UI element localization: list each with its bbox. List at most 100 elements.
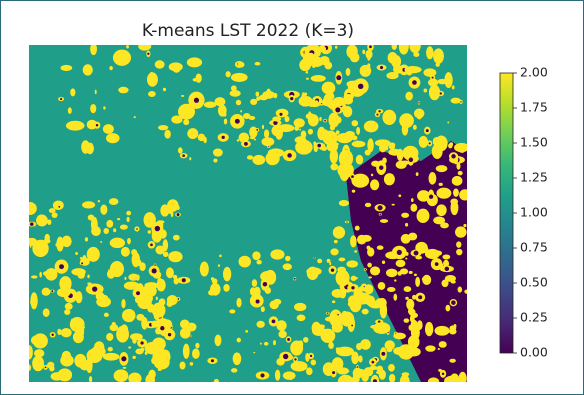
cluster-patch bbox=[319, 117, 321, 121]
cluster-patch bbox=[449, 359, 455, 363]
cluster-patch bbox=[89, 376, 92, 383]
cluster-patch bbox=[264, 129, 269, 138]
cluster-patch bbox=[272, 116, 281, 121]
cluster-patch bbox=[454, 143, 469, 152]
cluster-patch bbox=[437, 79, 447, 85]
cluster-patch bbox=[141, 348, 145, 352]
cluster-patch bbox=[301, 93, 307, 107]
cluster-patch bbox=[458, 287, 463, 293]
cluster-patch bbox=[233, 352, 242, 365]
cluster-patch bbox=[230, 90, 241, 97]
cluster-patch bbox=[117, 218, 120, 220]
cluster-patch bbox=[376, 114, 378, 116]
cluster-patch bbox=[378, 282, 386, 290]
cluster-patch bbox=[26, 345, 33, 359]
cluster-patch bbox=[343, 94, 353, 100]
cluster-patch bbox=[382, 110, 396, 125]
cluster-patch bbox=[256, 300, 260, 304]
cluster-patch bbox=[23, 202, 37, 215]
cluster-patch bbox=[90, 43, 97, 55]
colorbar bbox=[500, 73, 513, 353]
cluster-patch bbox=[169, 206, 174, 211]
cluster-patch bbox=[262, 125, 264, 129]
cluster-patch bbox=[397, 149, 404, 161]
cluster-patch bbox=[426, 46, 433, 59]
cluster-patch bbox=[34, 349, 44, 357]
cluster-patch bbox=[299, 129, 301, 131]
cluster-patch bbox=[100, 204, 107, 214]
cluster-patch bbox=[27, 238, 37, 246]
cluster-patch bbox=[136, 314, 144, 321]
cluster-patch bbox=[59, 264, 64, 269]
cluster-patch bbox=[362, 50, 365, 55]
cluster-patch bbox=[399, 39, 409, 55]
cluster-patch bbox=[359, 286, 366, 291]
cluster-patch bbox=[429, 195, 433, 199]
cluster-patch bbox=[179, 361, 185, 369]
cluster-patch bbox=[168, 324, 172, 328]
cluster-patch bbox=[449, 142, 453, 146]
cluster-patch bbox=[113, 228, 116, 232]
cluster-patch bbox=[417, 320, 423, 330]
cluster-patch bbox=[244, 142, 248, 146]
cluster-patch bbox=[438, 348, 440, 350]
cluster-patch bbox=[152, 268, 157, 273]
cluster-patch bbox=[183, 323, 190, 332]
cluster-patch bbox=[330, 248, 338, 255]
cluster-patch bbox=[346, 221, 347, 222]
cluster-patch bbox=[336, 75, 341, 80]
cluster-patch bbox=[328, 113, 339, 128]
cluster-patch bbox=[358, 355, 362, 362]
cluster-patch bbox=[239, 256, 251, 268]
cluster-patch bbox=[423, 88, 427, 92]
cluster-patch bbox=[151, 357, 157, 364]
cluster-patch bbox=[401, 234, 411, 244]
cluster-patch bbox=[60, 98, 62, 100]
cluster-patch bbox=[158, 125, 168, 130]
cluster-patch bbox=[346, 260, 357, 267]
cluster-patch bbox=[183, 119, 189, 125]
cluster-patch bbox=[192, 348, 200, 358]
cluster-patch bbox=[47, 362, 54, 369]
cluster-patch bbox=[178, 147, 183, 153]
cluster-patch bbox=[333, 97, 346, 106]
cluster-patch bbox=[163, 88, 166, 91]
cluster-patch bbox=[435, 326, 450, 336]
cluster-patch bbox=[254, 139, 256, 141]
cluster-patch bbox=[423, 68, 436, 77]
cluster-patch bbox=[387, 287, 395, 292]
cluster-patch bbox=[324, 61, 332, 69]
cluster-patch bbox=[356, 277, 358, 279]
cluster-patch bbox=[379, 165, 383, 169]
cluster-patch bbox=[436, 188, 451, 199]
cluster-patch bbox=[440, 222, 449, 228]
cluster-patch bbox=[438, 369, 442, 372]
cluster-patch bbox=[400, 375, 410, 389]
cluster-patch bbox=[409, 271, 413, 274]
cluster-patch bbox=[453, 189, 459, 197]
cluster-patch bbox=[327, 313, 328, 314]
cluster-patch bbox=[231, 73, 248, 82]
cluster-patch bbox=[273, 93, 277, 99]
screenshot-frame: K-means LST 2022 (K=3) 0.000.250.500.751… bbox=[0, 0, 584, 395]
cluster-patch bbox=[163, 252, 169, 257]
colorbar-tick-label: 0.25 bbox=[520, 310, 548, 325]
cluster-patch bbox=[198, 134, 205, 142]
cluster-patch bbox=[333, 226, 345, 238]
cluster-patch bbox=[351, 286, 354, 289]
cluster-patch bbox=[30, 292, 37, 309]
cluster-patch bbox=[399, 113, 414, 128]
cluster-patch bbox=[294, 126, 299, 131]
cluster-patch bbox=[284, 116, 289, 122]
cluster-patch bbox=[290, 97, 293, 100]
cluster-patch bbox=[236, 298, 241, 308]
cluster-patch bbox=[103, 353, 120, 361]
cluster-patch bbox=[213, 158, 217, 162]
cluster-patch bbox=[256, 260, 261, 265]
cluster-patch bbox=[319, 100, 323, 104]
cluster-patch bbox=[376, 371, 382, 375]
cluster-patch bbox=[148, 91, 156, 97]
cluster-patch bbox=[308, 100, 315, 107]
cluster-patch bbox=[426, 129, 429, 132]
cluster-patch bbox=[223, 284, 229, 292]
